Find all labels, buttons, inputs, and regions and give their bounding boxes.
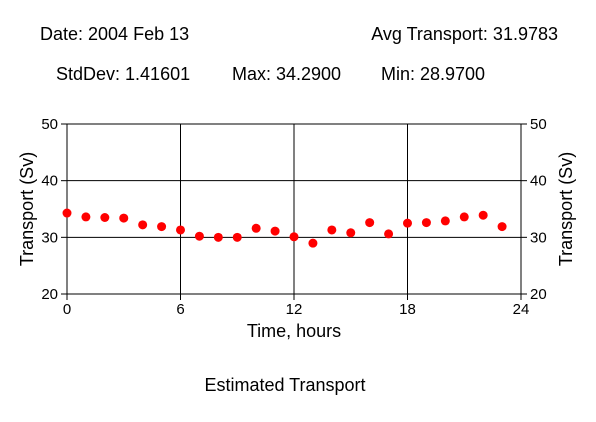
min-label: Min: 28.9700 [381, 64, 486, 84]
y-tick-label-left: 40 [41, 173, 58, 190]
data-point [213, 232, 223, 242]
data-point [308, 238, 318, 248]
data-point [100, 213, 110, 222]
x-axis-label: Time, hours [247, 321, 341, 341]
data-point [289, 232, 299, 242]
x-tick-label: 18 [399, 301, 416, 318]
data-point [176, 225, 185, 235]
y-tick-label-left: 30 [41, 229, 58, 246]
data-point [157, 222, 167, 232]
data-point [119, 213, 129, 223]
data-point [403, 218, 412, 228]
data-point [194, 231, 204, 241]
data-point [365, 218, 375, 228]
y-axis-label-left: Transport (Sv) [17, 152, 37, 266]
data-point [478, 210, 488, 220]
data-point [232, 232, 242, 242]
y-tick-label-right: 40 [530, 173, 547, 190]
y-tick-label-right: 30 [530, 229, 547, 246]
data-point [346, 228, 356, 238]
data-point [459, 212, 469, 222]
max-label: Max: 34.2900 [232, 64, 342, 84]
data-points [62, 208, 507, 248]
data-point [327, 225, 337, 235]
data-point [440, 216, 450, 226]
y-tick-label-right: 20 [530, 286, 547, 303]
data-point [497, 222, 507, 232]
data-point [270, 226, 280, 236]
x-tick-label: 0 [63, 301, 71, 318]
data-point [81, 212, 91, 222]
data-point [62, 208, 72, 218]
x-tick-label: 24 [513, 301, 530, 318]
x-tick-label: 6 [176, 301, 184, 318]
data-point [251, 223, 261, 233]
grid-lines [67, 124, 521, 294]
x-tick-label: 12 [286, 301, 303, 318]
data-point [384, 229, 394, 239]
avg-transport-label: Avg Transport: 31.9783 [371, 24, 558, 44]
y-axis-label-right: Transport (Sv) [556, 152, 576, 266]
chart-caption: Estimated Transport [204, 375, 366, 395]
y-tick-label-left: 50 [41, 116, 58, 133]
y-tick-label-right: 50 [530, 116, 547, 133]
date-label: Date: 2004 Feb 13 [40, 24, 190, 44]
data-point [138, 220, 148, 230]
data-point [421, 218, 431, 228]
stddev-label: StdDev: 1.41601 [56, 64, 191, 84]
y-tick-label-left: 20 [41, 286, 58, 303]
